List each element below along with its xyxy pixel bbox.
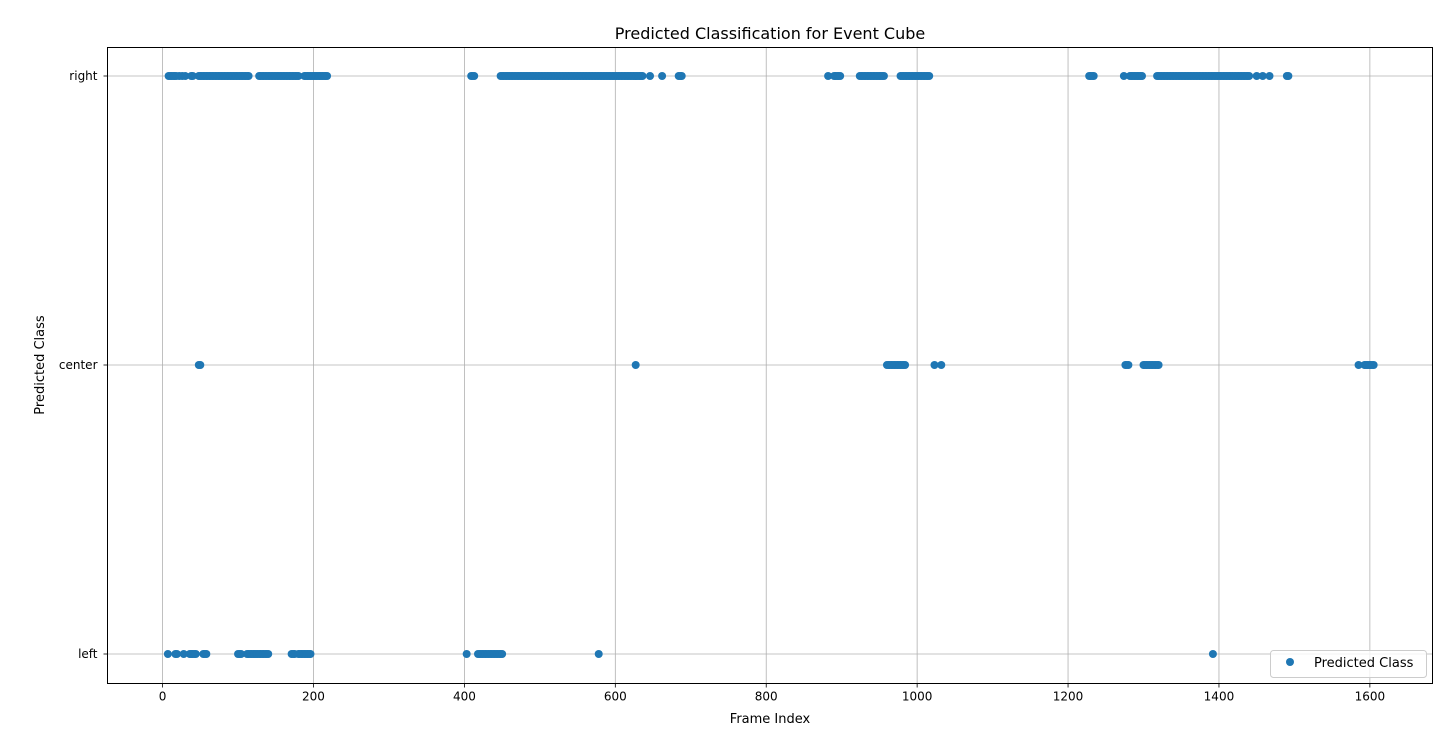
data-point bbox=[191, 650, 200, 658]
x-tick-label: 400 bbox=[453, 690, 476, 704]
x-tick-label: 1600 bbox=[1355, 690, 1386, 704]
data-point bbox=[1354, 361, 1363, 369]
data-point bbox=[470, 72, 479, 80]
data-point bbox=[1154, 361, 1163, 369]
data-point bbox=[930, 361, 939, 369]
data-point bbox=[901, 361, 910, 369]
data-point bbox=[658, 72, 667, 80]
data-point bbox=[677, 72, 686, 80]
legend: Predicted Class bbox=[1270, 650, 1427, 678]
y-axis-label: Predicted Class bbox=[33, 315, 48, 415]
data-point bbox=[631, 361, 640, 369]
data-point bbox=[294, 72, 303, 80]
data-point bbox=[1137, 72, 1146, 80]
plot-frame bbox=[107, 47, 1433, 684]
data-point bbox=[1208, 650, 1217, 658]
data-point bbox=[836, 72, 845, 80]
x-tick-label: 200 bbox=[302, 690, 325, 704]
data-point bbox=[1124, 361, 1133, 369]
data-point bbox=[498, 650, 507, 658]
data-point bbox=[237, 650, 246, 658]
y-tick-label: right bbox=[69, 69, 97, 83]
data-point bbox=[202, 650, 211, 658]
y-tick-label: center bbox=[59, 358, 98, 372]
data-point bbox=[323, 72, 332, 80]
legend-marker bbox=[1286, 658, 1294, 666]
data-point bbox=[1284, 72, 1293, 80]
data-point bbox=[264, 650, 273, 658]
x-tick-label: 600 bbox=[604, 690, 627, 704]
data-point bbox=[594, 650, 603, 658]
data-point bbox=[1258, 72, 1267, 80]
data-point bbox=[646, 72, 655, 80]
y-tick-label: left bbox=[78, 647, 98, 661]
data-point bbox=[1369, 361, 1378, 369]
x-tick-label: 0 bbox=[159, 690, 167, 704]
data-point bbox=[181, 72, 190, 80]
data-point bbox=[1119, 72, 1128, 80]
data-point bbox=[172, 650, 181, 658]
grid-lines bbox=[107, 47, 1433, 684]
legend-label: Predicted Class bbox=[1314, 656, 1414, 671]
data-point bbox=[638, 72, 647, 80]
data-point bbox=[937, 361, 946, 369]
data-point bbox=[196, 361, 205, 369]
data-point bbox=[879, 72, 888, 80]
data-point bbox=[244, 72, 253, 80]
data-point bbox=[824, 72, 833, 80]
legend-box bbox=[1270, 650, 1427, 678]
data-points bbox=[163, 72, 1378, 658]
data-point bbox=[163, 650, 172, 658]
data-point bbox=[1252, 72, 1261, 80]
data-point bbox=[462, 650, 471, 658]
data-point bbox=[306, 650, 315, 658]
data-point bbox=[1089, 72, 1098, 80]
chart-title: Predicted Classification for Event Cube bbox=[615, 24, 925, 43]
x-tick-label: 1400 bbox=[1204, 690, 1235, 704]
data-point bbox=[925, 72, 934, 80]
x-axis-label: Frame Index bbox=[730, 712, 811, 727]
x-axis-ticks: 0 200 400 600 800 1000 1200 1400 1600 bbox=[159, 683, 1386, 704]
y-axis-ticks: left center right bbox=[59, 69, 108, 661]
x-tick-label: 1200 bbox=[1053, 690, 1084, 704]
data-point bbox=[188, 72, 197, 80]
data-point bbox=[1245, 72, 1254, 80]
data-point bbox=[1265, 72, 1274, 80]
x-tick-label: 1000 bbox=[902, 690, 933, 704]
x-tick-label: 800 bbox=[755, 690, 778, 704]
data-point bbox=[179, 650, 188, 658]
